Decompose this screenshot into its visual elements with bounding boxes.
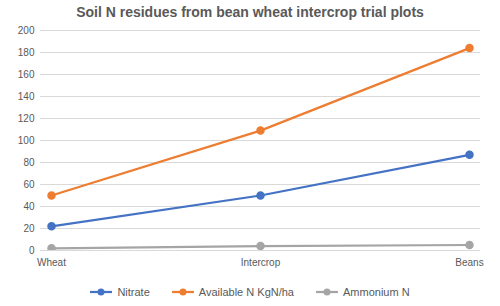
html-text:Soil N residues from bean whea: Soil N residues from bean wheat intercro… bbox=[76, 4, 424, 20]
html-text:Nitrate: Nitrate bbox=[117, 286, 150, 298]
svg-text:120: 120 bbox=[18, 113, 35, 124]
svg-text:160: 160 bbox=[18, 69, 35, 80]
svg-text:40: 40 bbox=[23, 201, 35, 212]
svg-text:Wheat: Wheat bbox=[37, 257, 66, 268]
svg-text:180: 180 bbox=[18, 47, 35, 58]
svg-text:100: 100 bbox=[18, 135, 35, 146]
html-text:Ammonium N: Ammonium N bbox=[343, 286, 410, 298]
svg-text:200: 200 bbox=[18, 25, 35, 36]
svg-text:Intercrop: Intercrop bbox=[241, 257, 281, 268]
svg-text:60: 60 bbox=[23, 179, 35, 190]
svg-text:80: 80 bbox=[23, 157, 35, 168]
svg-text:Beans: Beans bbox=[455, 257, 483, 268]
svg-text:0: 0 bbox=[29, 245, 35, 256]
svg-text:20: 20 bbox=[23, 223, 35, 234]
html-text:Available N KgN/ha: Available N KgN/ha bbox=[198, 286, 294, 298]
svg-text:140: 140 bbox=[18, 91, 35, 102]
